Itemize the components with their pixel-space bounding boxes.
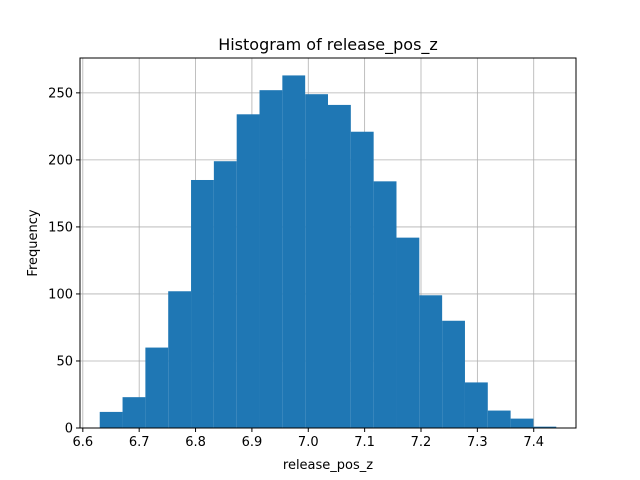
- y-tick-label: 0: [65, 422, 73, 437]
- histogram-bar: [213, 161, 237, 428]
- x-tick-label: 7.1: [354, 435, 375, 450]
- histogram-bar: [442, 320, 465, 428]
- histogram-bar: [419, 295, 443, 428]
- histogram-bar: [145, 347, 169, 428]
- y-tick-label: 50: [56, 354, 73, 369]
- histogram-bar: [191, 179, 214, 428]
- histogram-bar: [122, 397, 146, 428]
- x-tick-label: 7.2: [411, 435, 432, 450]
- x-axis-title: release_pos_z: [283, 458, 373, 473]
- y-axis-title: Frequency: [26, 209, 41, 276]
- histogram-bar: [236, 114, 260, 428]
- y-tick-label: 200: [48, 153, 73, 168]
- histogram-bar: [373, 181, 397, 428]
- histogram-bar: [259, 90, 283, 428]
- histogram-bar: [487, 410, 511, 428]
- x-axis-ticks: 6.6 6.7 6.8 6.9 7.0 7.1 7.2 7.3 7.4: [72, 428, 544, 450]
- histogram-bar: [282, 75, 306, 428]
- histogram-bar: [99, 411, 123, 428]
- histogram-bar: [464, 382, 488, 428]
- histogram-bar: [328, 104, 351, 428]
- plot-frame: [79, 57, 577, 429]
- histogram-bar: [396, 237, 420, 428]
- x-tick-label: 6.9: [242, 435, 263, 450]
- histogram-bar: [168, 291, 192, 428]
- histogram-bars: [99, 75, 557, 429]
- y-axis-ticks: 0 50 100 150 200 250: [48, 86, 80, 437]
- histogram-bar: [533, 426, 557, 428]
- histogram-bar: [510, 418, 534, 428]
- x-tick-label: 7.0: [298, 435, 319, 450]
- histogram-bar: [305, 94, 328, 429]
- y-tick-label: 100: [48, 287, 73, 302]
- y-tick-label: 250: [48, 86, 73, 101]
- x-tick-label: 6.6: [72, 435, 93, 450]
- x-tick-label: 6.8: [185, 435, 206, 450]
- y-tick-label: 150: [48, 220, 73, 235]
- histogram-bar: [350, 131, 374, 429]
- x-tick-label: 6.7: [129, 435, 150, 450]
- x-tick-label: 7.4: [523, 435, 544, 450]
- chart-title: Histogram of release_pos_z: [218, 35, 438, 55]
- x-tick-label: 7.3: [467, 435, 488, 450]
